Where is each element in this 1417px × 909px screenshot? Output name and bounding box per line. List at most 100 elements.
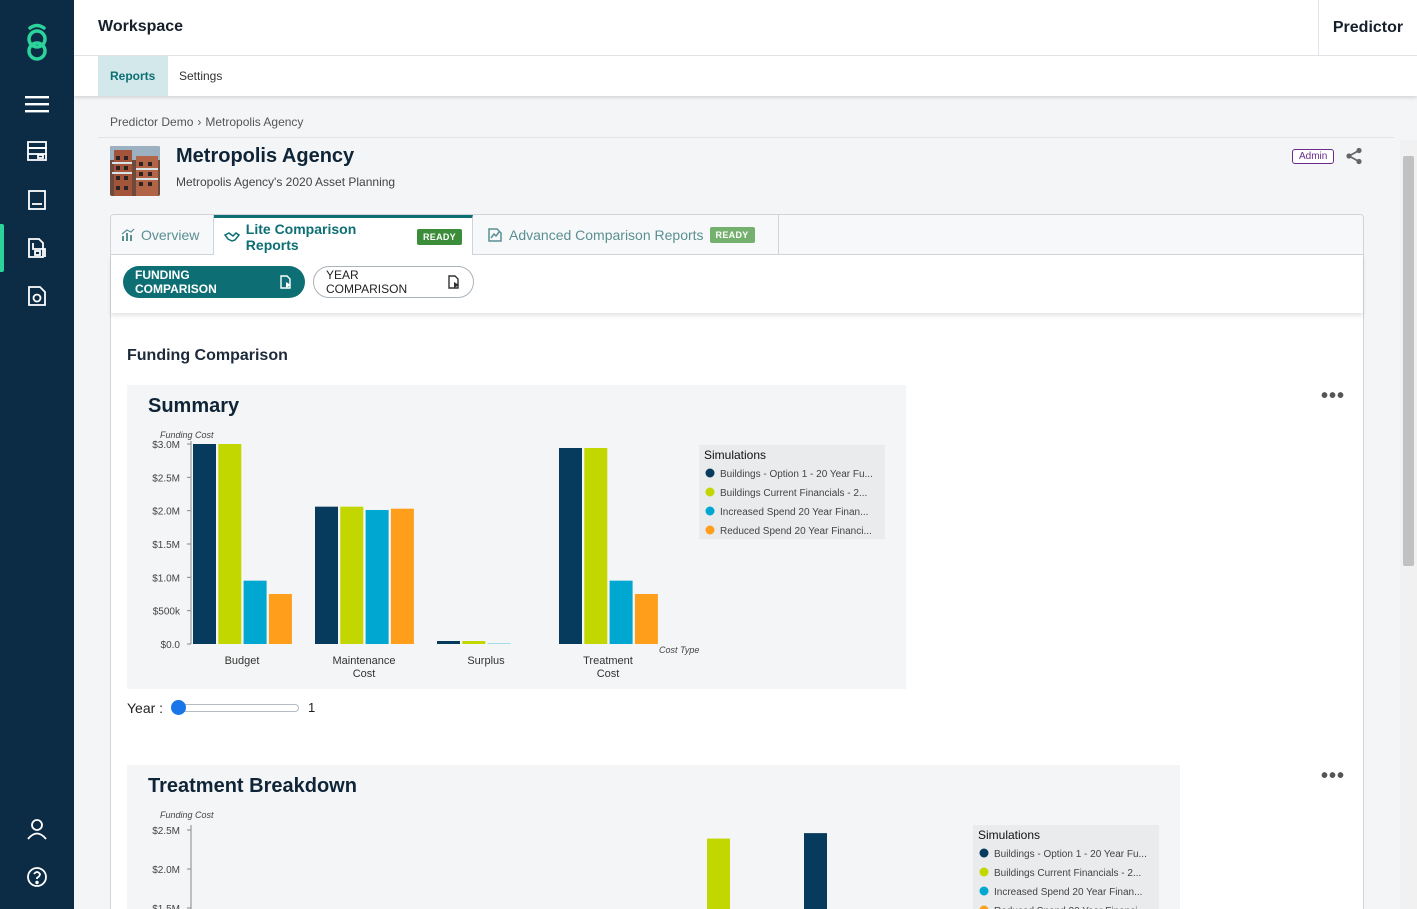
y-tick-label: $2.5M <box>152 826 180 837</box>
product-name[interactable]: Predictor <box>1318 0 1417 56</box>
summary-chart: Funding Cost $0.0 $500k $1.0M $1.5M $2.0M $2.5… <box>152 430 885 680</box>
bar-0-3[interactable] <box>268 594 292 644</box>
tab-advanced-comparison[interactable]: Advanced Comparison Reports READY <box>473 215 779 255</box>
document-play-icon <box>448 275 460 289</box>
legend-box <box>973 825 1159 909</box>
handshake-icon <box>224 232 240 242</box>
menu-icon[interactable] <box>0 84 74 124</box>
breadcrumb-current: Metropolis Agency <box>205 115 304 129</box>
year-slider-track[interactable] <box>173 704 299 712</box>
chart-title: Treatment Breakdown <box>148 775 357 797</box>
status-badge: READY <box>709 227 755 243</box>
active-nav-indicator <box>0 224 4 272</box>
bar-1-2[interactable] <box>365 510 389 644</box>
legend-entry[interactable]: Reduced Spend 20 Year Financi... <box>720 526 872 537</box>
legend-swatch <box>705 487 715 497</box>
tab-lite-comparison[interactable]: Lite Comparison Reports READY <box>214 215 473 256</box>
bar-0-1[interactable] <box>218 444 242 644</box>
report-type-switcher: FUNDING COMPARISON YEAR COMPARISON <box>111 255 1363 313</box>
treatment-chart-panel: Treatment Breakdown Funding Cost $2.5M $2.… <box>127 765 1180 909</box>
year-slider-handle[interactable] <box>171 700 186 715</box>
legend-entry[interactable]: Buildings - Option 1 - 20 Year Fu... <box>720 469 873 480</box>
breadcrumb-parent[interactable]: Predictor Demo <box>110 115 194 129</box>
funding-comparison-label: FUNDING COMPARISON <box>135 268 217 296</box>
advanced-report-icon <box>488 228 502 242</box>
breadcrumb: Predictor Demo › Metropolis Agency <box>110 115 303 129</box>
legend-entry[interactable]: Reduced Spend 20 Year Financi... <box>994 906 1146 909</box>
legend-entry[interactable]: Increased Spend 20 Year Finan... <box>720 507 868 518</box>
y-tick-label: $1.5M <box>152 904 180 909</box>
x-axis-label: Cost Type <box>659 645 699 655</box>
year-comparison-button[interactable]: YEAR COMPARISON <box>313 266 474 298</box>
app-logo-icon[interactable] <box>20 22 54 62</box>
legend-swatch <box>979 867 989 877</box>
legend-swatch <box>705 468 715 478</box>
bar-1-1[interactable] <box>340 506 364 644</box>
document-play-icon <box>280 275 292 289</box>
bar-3-3[interactable] <box>634 594 658 644</box>
project-thumbnail <box>110 146 160 196</box>
bar-1[interactable] <box>804 833 827 909</box>
document-search-icon[interactable] <box>0 276 74 316</box>
y-axis-label: Funding Cost <box>160 810 214 820</box>
funding-comparison-button[interactable]: FUNDING COMPARISON <box>123 266 305 298</box>
project-title: Metropolis Agency <box>176 145 355 167</box>
legend-swatch <box>979 886 989 896</box>
y-tick-label: $2.0M <box>152 507 180 518</box>
bar-3-2[interactable] <box>609 580 633 644</box>
workspace-subtabs: Reports Settings <box>74 56 1417 96</box>
workspace-title: Workspace <box>98 18 184 35</box>
y-axis-label: Funding Cost <box>160 430 214 440</box>
more-options-icon[interactable]: ••• <box>1321 385 1346 407</box>
bar-1-0[interactable] <box>315 506 338 644</box>
bar-2-1[interactable] <box>462 641 486 644</box>
bar-0-0[interactable] <box>193 444 216 644</box>
legend-entry[interactable]: Buildings Current Financials - 2... <box>994 868 1141 879</box>
user-icon[interactable] <box>0 809 74 849</box>
y-tick-label: $0.0 <box>161 640 181 651</box>
legend-entry[interactable]: Increased Spend 20 Year Finan... <box>994 887 1142 898</box>
more-options-icon[interactable]: ••• <box>1321 765 1346 787</box>
reports-card: Overview Lite Comparison Reports READY A… <box>110 214 1364 909</box>
project-subtitle: Metropolis Agency's 2020 Asset Planning <box>176 175 396 189</box>
subtab-reports[interactable]: Reports <box>98 56 168 96</box>
legend-entry[interactable]: Buildings Current Financials - 2... <box>720 488 867 499</box>
bar-2-0[interactable] <box>437 641 460 644</box>
tab-lite-comparison-label: Lite Comparison Reports <box>245 221 357 253</box>
y-tick-label: $500k <box>153 607 181 618</box>
scrollbar-thumb[interactable] <box>1403 156 1414 566</box>
legend-swatch <box>705 525 715 535</box>
bar-0[interactable] <box>707 838 730 909</box>
bar-3-1[interactable] <box>584 448 608 644</box>
share-icon[interactable] <box>1345 147 1363 165</box>
inventory-icon[interactable] <box>0 131 74 171</box>
legend-box <box>699 445 885 539</box>
summary-chart-panel: Summary Funding Cost $0.0 $500k $1.0M $1.5M $… <box>127 385 906 689</box>
bar-0-2[interactable] <box>243 580 267 644</box>
subtab-settings[interactable]: Settings <box>179 69 223 83</box>
legend-entry[interactable]: Buildings - Option 1 - 20 Year Fu... <box>994 849 1147 860</box>
chart-title: Summary <box>148 395 240 417</box>
report-tabs: Overview Lite Comparison Reports READY A… <box>111 215 1363 256</box>
y-tick-label: $2.5M <box>152 473 180 484</box>
year-value: 1 <box>308 700 316 715</box>
y-tick-label: $1.5M <box>152 540 180 551</box>
notebook-icon[interactable] <box>0 180 74 220</box>
x-tick-label: Budget <box>225 655 260 667</box>
x-tick-label: Maintenance <box>333 655 396 667</box>
year-label: Year : <box>127 700 164 716</box>
tab-overview[interactable]: Overview <box>111 215 214 255</box>
legend-title: Simulations <box>704 448 766 462</box>
page-scrollbar[interactable] <box>1400 140 1417 909</box>
tab-advanced-comparison-label: Advanced Comparison Reports <box>509 227 704 243</box>
section-title: Funding Comparison <box>127 347 288 364</box>
reports-icon[interactable] <box>0 228 74 268</box>
legend-title: Simulations <box>978 828 1040 842</box>
help-icon[interactable] <box>0 857 74 897</box>
tab-overview-label: Overview <box>141 227 200 243</box>
x-tick-label: Cost <box>597 668 620 680</box>
bar-1-3[interactable] <box>390 508 414 644</box>
treatment-chart: Funding Cost $2.5M $2.0M $1.5M Simulations Bu… <box>152 810 1159 909</box>
bar-3-0[interactable] <box>559 448 582 644</box>
left-rail <box>0 0 74 909</box>
